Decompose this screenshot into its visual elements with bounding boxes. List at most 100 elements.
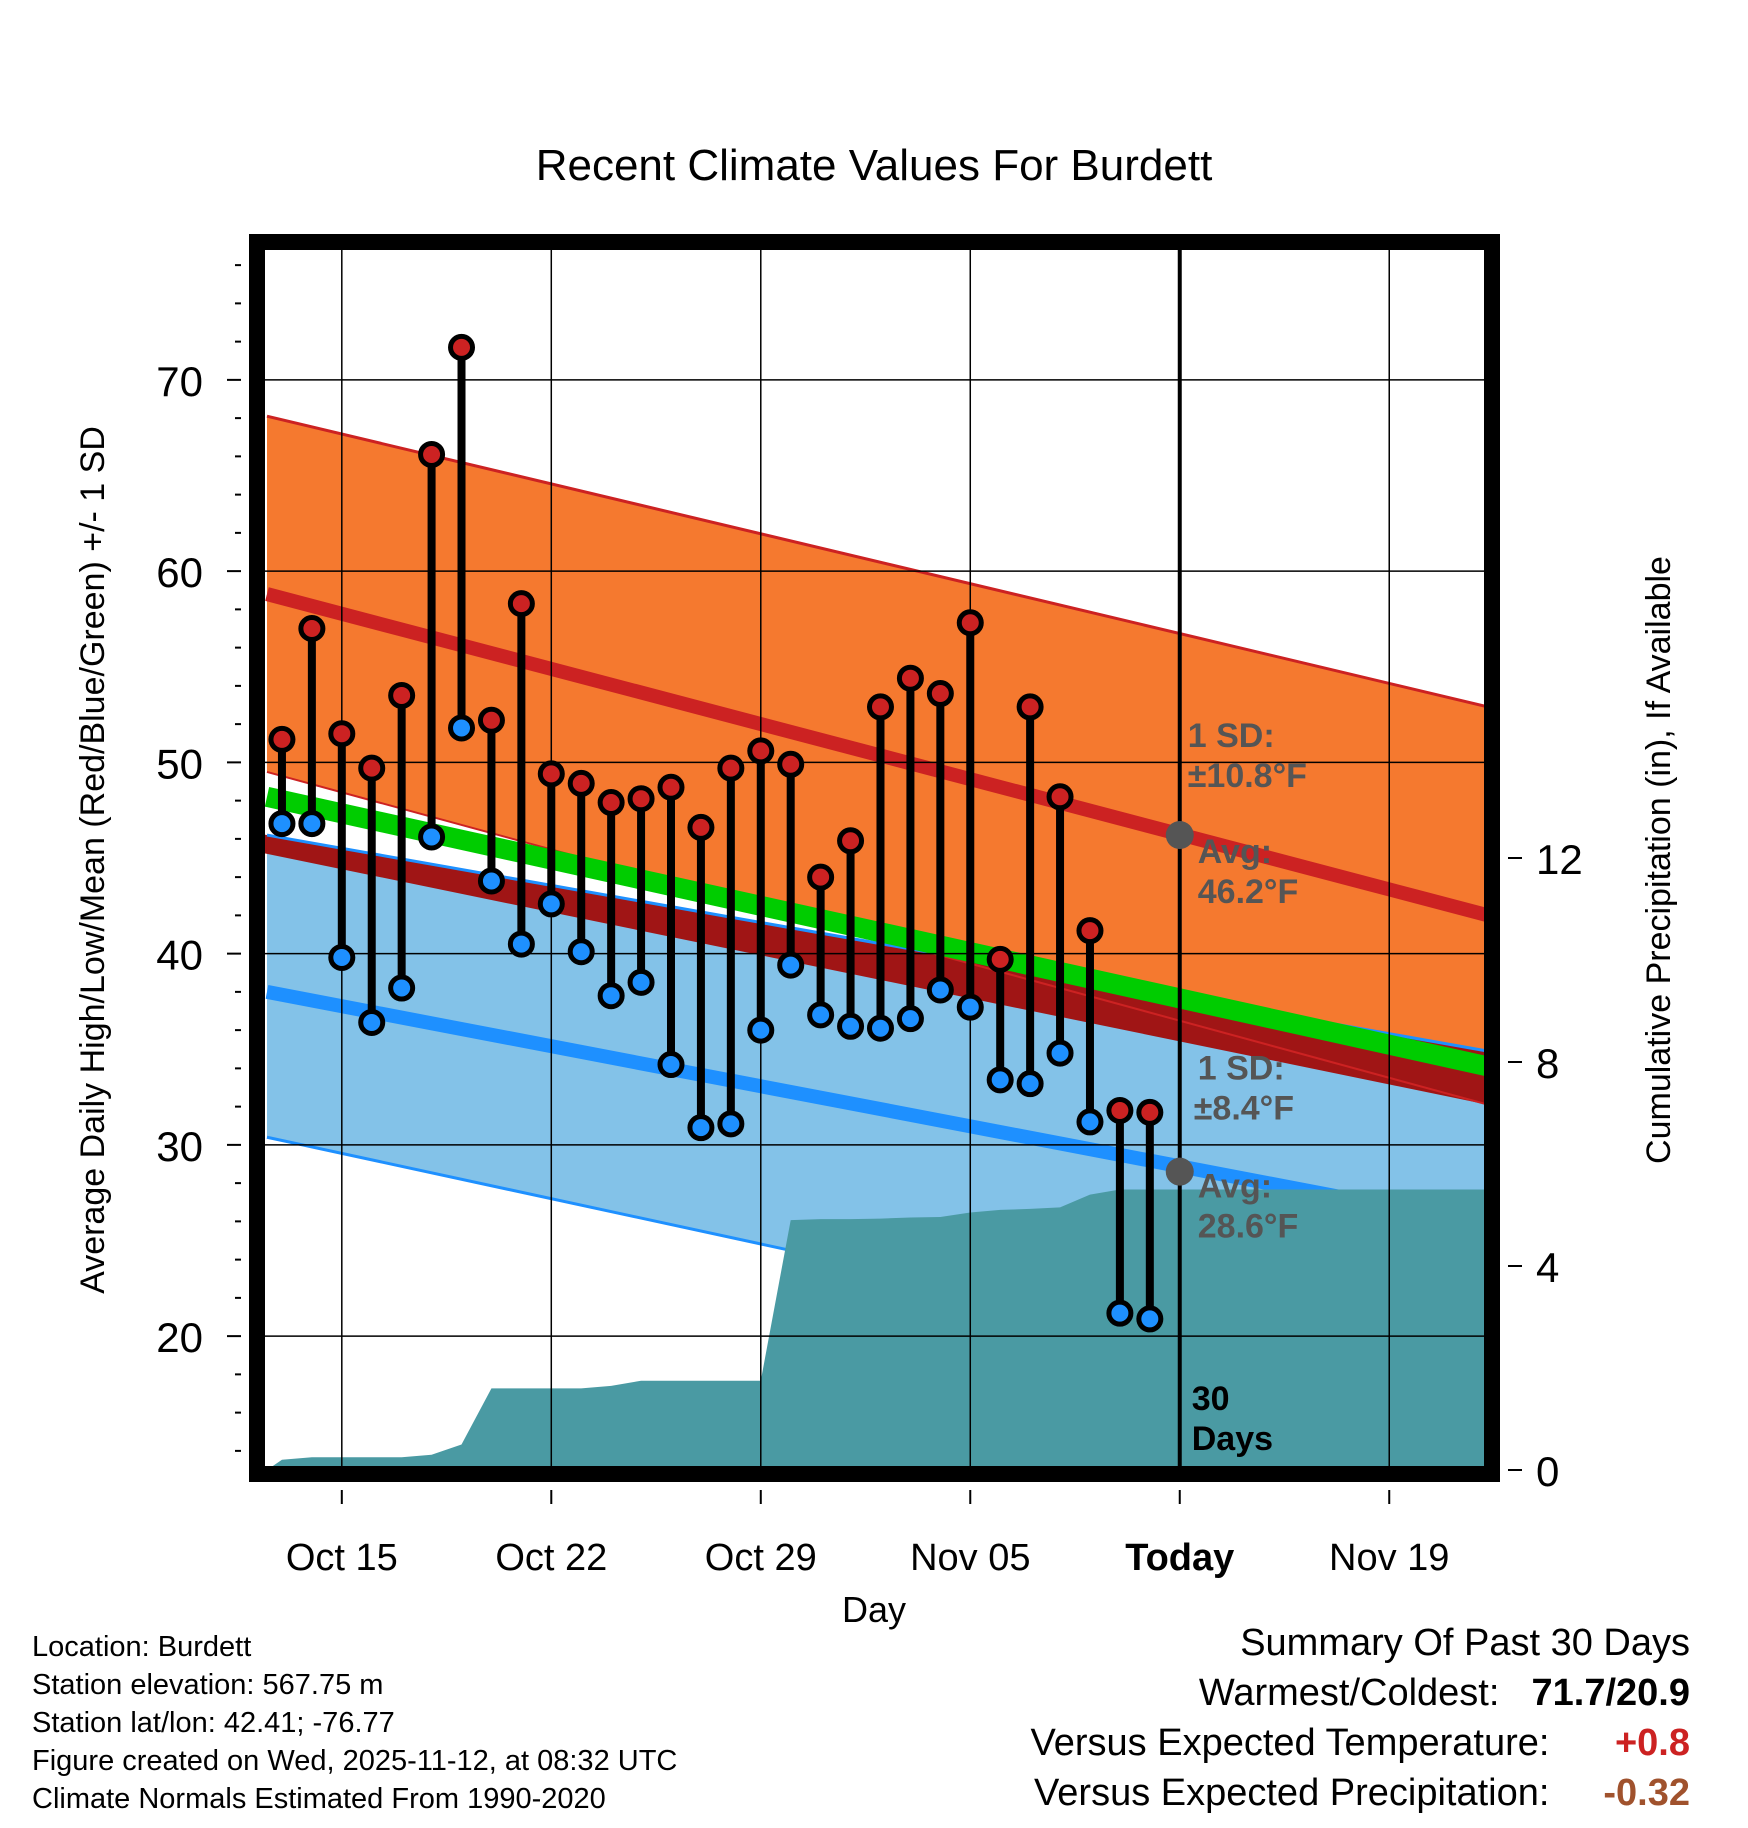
summary-title: Summary Of Past 30 Days — [1240, 1622, 1690, 1664]
high-point — [657, 773, 685, 801]
high-point — [567, 769, 595, 797]
latlon-text: Station lat/lon: 42.41; -76.77 — [32, 1707, 395, 1739]
high-point — [717, 754, 745, 782]
low-point — [986, 1066, 1014, 1094]
low-point — [328, 943, 356, 971]
normals-text: Climate Normals Estimated From 1990-2020 — [32, 1783, 606, 1815]
high-point — [597, 789, 625, 817]
station-info: Location: Burdett Station elevation: 567… — [32, 1628, 677, 1818]
low-point — [837, 1012, 865, 1040]
x-tick-label: Nov 05 — [910, 1537, 1030, 1579]
low-point — [418, 823, 446, 851]
y-tick-label: 60 — [156, 549, 203, 596]
low-point — [807, 1001, 835, 1029]
high-point — [627, 785, 655, 813]
low-point — [747, 1016, 775, 1044]
x-tick-label: Oct 15 — [286, 1537, 398, 1579]
precip-value: -0.32 — [1603, 1772, 1690, 1814]
low-point — [657, 1051, 685, 1079]
temp-label: Versus Expected Temperature: — [1030, 1722, 1550, 1764]
low-point — [268, 810, 296, 838]
y-tick-label: 30 — [156, 1123, 203, 1170]
high-point — [298, 615, 326, 642]
low-point — [477, 867, 505, 895]
low-point — [448, 714, 476, 742]
low-sd-label: 1 SD: — [1198, 1050, 1285, 1088]
low-point — [567, 938, 595, 966]
high-point — [1136, 1098, 1164, 1126]
low-point — [537, 890, 565, 918]
low-point — [358, 1008, 386, 1036]
low-point — [687, 1114, 715, 1142]
high-point — [388, 681, 416, 709]
low-point — [597, 982, 625, 1010]
today-high-avg-marker — [1165, 821, 1194, 850]
today-days-number: 30 — [1192, 1380, 1230, 1418]
high-point — [537, 760, 565, 788]
summary-warm-row: Warmest/Coldest: 71.7/20.9 — [1031, 1668, 1690, 1718]
summary-precip-row: Versus Expected Precipitation: -0.32 — [1031, 1768, 1690, 1818]
high-point — [1016, 693, 1044, 721]
precip-area — [266, 1189, 1488, 1470]
low-point — [627, 968, 655, 996]
today-low-avg-marker — [1165, 1157, 1194, 1186]
high-point — [777, 750, 805, 778]
high-point — [268, 725, 296, 753]
plot-frame — [249, 234, 1500, 1482]
high-point — [418, 440, 446, 468]
high-point — [358, 754, 386, 782]
precip-label: Versus Expected Precipitation: — [1034, 1772, 1550, 1814]
low-point — [1016, 1070, 1044, 1098]
x-tick-label: Oct 29 — [705, 1537, 817, 1579]
summary-panel: Summary Of Past 30 Days Warmest/Coldest:… — [1031, 1618, 1690, 1818]
high-point — [837, 827, 865, 855]
high-point — [866, 693, 894, 721]
high-point — [926, 680, 954, 708]
warm-label: Warmest/Coldest: — [1198, 1672, 1500, 1714]
high-point — [807, 863, 835, 891]
y2-tick-label: 12 — [1536, 836, 1583, 883]
low-point — [896, 1005, 924, 1033]
temp-value: +0.8 — [1614, 1722, 1690, 1764]
high-point — [477, 706, 505, 734]
high-point — [747, 737, 775, 765]
x-tick-label: Nov 19 — [1329, 1537, 1449, 1579]
low-point — [298, 810, 326, 838]
low-point — [866, 1014, 894, 1042]
high-point — [1106, 1096, 1134, 1124]
low-point — [1106, 1299, 1134, 1327]
y2-tick-label: 8 — [1536, 1040, 1559, 1087]
y-tick-label: 50 — [156, 740, 203, 787]
low-normal-line — [265, 984, 1488, 1233]
low-point — [926, 976, 954, 1004]
high-sd-upper-line — [266, 414, 1488, 709]
high-point — [328, 720, 356, 748]
created-text: Figure created on Wed, 2025-11-12, at 08… — [32, 1745, 678, 1777]
y2-tick-label: 0 — [1536, 1448, 1559, 1495]
high-sd-value: ±10.8°F — [1188, 757, 1307, 795]
chart-title: Recent Climate Values For Burdett — [536, 141, 1213, 190]
y2-axis-label: Cumulative Precipitation (in), If Availa… — [1640, 556, 1678, 1164]
high-point — [687, 813, 715, 841]
y-tick-label: 20 — [156, 1314, 203, 1361]
low-point — [777, 951, 805, 979]
location-text: Location: Burdett — [32, 1631, 252, 1663]
low-avg-label: Avg: — [1198, 1168, 1272, 1206]
y-axis-label: Average Daily High/Low/Mean (Red/Blue/Gr… — [74, 426, 112, 1294]
high-avg-label: Avg: — [1198, 833, 1272, 871]
low-point — [1076, 1108, 1104, 1136]
high-point — [956, 609, 984, 637]
high-point — [507, 590, 535, 618]
low-point — [956, 993, 984, 1021]
x-tick-label: Today — [1125, 1537, 1234, 1579]
low-point — [1046, 1039, 1074, 1067]
summary-temp-row: Versus Expected Temperature: +0.8 — [1031, 1718, 1690, 1768]
high-avg-value: 46.2°F — [1198, 873, 1299, 911]
high-point — [896, 664, 924, 692]
warm-value: 71.7/20.9 — [1531, 1672, 1690, 1714]
low-point — [388, 974, 416, 1002]
today-days-word: Days — [1192, 1420, 1273, 1458]
x-tick-label: Oct 22 — [495, 1537, 607, 1579]
y-tick-label: 40 — [156, 932, 203, 979]
